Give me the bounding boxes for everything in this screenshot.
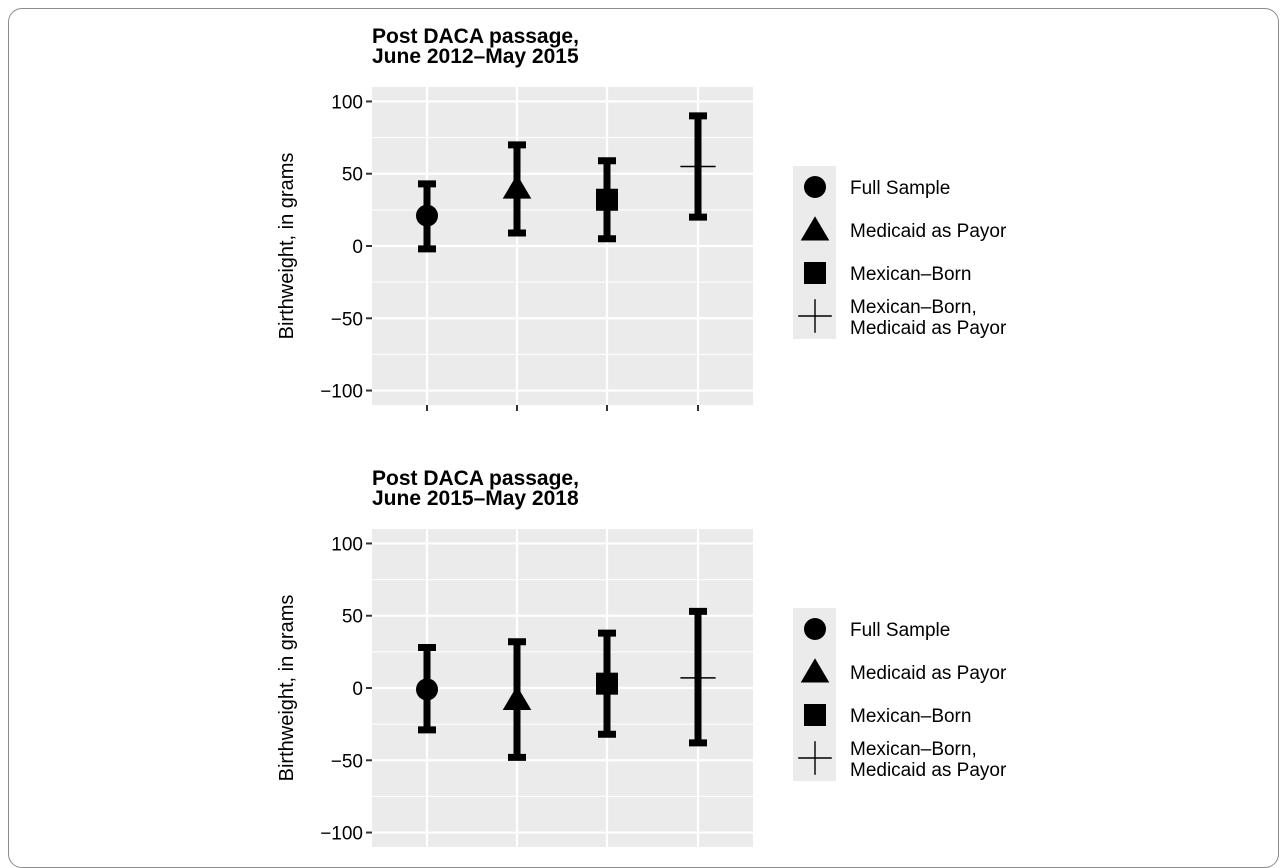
point-estimate-circle: [416, 678, 438, 701]
legend-label-4: Mexican–Born, Medicaid as Payor: [850, 739, 1007, 781]
legend-label-line: Medicaid as Payor: [850, 318, 1007, 339]
legend-key-square: [804, 704, 826, 726]
y-tick-label: 0: [352, 679, 363, 700]
y-tick-label: 100: [331, 92, 363, 113]
legend-key-square: [804, 262, 826, 284]
legend-label-line: Mexican–Born: [850, 706, 971, 727]
series-4-errorbar: [680, 112, 716, 221]
legend-label-line: Medicaid as Payor: [850, 221, 1007, 242]
series-1-errorbar: [416, 644, 438, 734]
point-estimate-square: [596, 672, 618, 695]
y-tick-label: 0: [352, 237, 363, 258]
chart-figure: Post DACA passage,June 2012–May 20151005…: [276, 25, 1007, 847]
chart-title-line-1: Post DACA passage,: [372, 467, 579, 490]
legend-label-2: Medicaid as Payor: [850, 663, 1007, 684]
y-tick-label: −100: [320, 824, 363, 845]
legend-label-line: Full Sample: [850, 620, 950, 641]
legend-key-circle: [804, 176, 826, 198]
y-tick-label: −50: [331, 751, 363, 772]
legend-label-4: Mexican–Born, Medicaid as Payor: [850, 297, 1007, 339]
legend-key-triangle: [800, 216, 830, 241]
y-tick-label: −100: [320, 382, 363, 403]
legend-label-line: Mexican–Born: [850, 264, 971, 285]
series-2-errorbar: [502, 141, 532, 237]
point-estimate-circle: [416, 204, 438, 227]
legend-key-plus: [798, 299, 832, 333]
chart-title-line-2: June 2015–May 2018: [372, 487, 579, 510]
y-axis-label: Birthweight, in grams: [276, 595, 298, 782]
legend-key-triangle: [800, 658, 830, 683]
y-axis-label: Birthweight, in grams: [276, 153, 298, 340]
legend-label-3: Mexican–Born: [850, 264, 971, 285]
legend-label-2: Medicaid as Payor: [850, 221, 1007, 242]
series-4-errorbar: [680, 607, 716, 747]
panel-1: Post DACA passage,June 2012–May 2015 100 5…: [276, 25, 1007, 411]
point-estimate-triangle: [502, 685, 532, 711]
chart-title-line-2: June 2012–May 2015: [372, 45, 579, 68]
legend-label-line: Mexican–Born,: [850, 739, 977, 760]
legend-label-line: Medicaid as Payor: [850, 663, 1007, 684]
series-1-errorbar: [416, 180, 438, 253]
y-tick-label: 50: [342, 165, 363, 186]
legend-key-plus: [798, 741, 832, 775]
panel-2: Post DACA passage,June 2015–May 2018 100 5…: [276, 467, 1007, 847]
series-2-errorbar: [502, 638, 532, 761]
chart-title-line-1: Post DACA passage,: [372, 25, 579, 48]
legend-label-3: Mexican–Born: [850, 706, 971, 727]
y-tick-label: 100: [331, 534, 363, 555]
legend-key-circle: [804, 618, 826, 640]
legend-label-line: Mexican–Born,: [850, 297, 977, 318]
legend-label-line: Full Sample: [850, 178, 950, 199]
legend-label-line: Medicaid as Payor: [850, 760, 1007, 781]
y-tick-label: −50: [331, 309, 363, 330]
point-estimate-plus: [680, 148, 716, 185]
point-estimate-triangle: [502, 174, 532, 199]
series-3-errorbar: [596, 157, 618, 243]
legend-label-1: Full Sample: [850, 178, 950, 199]
y-tick-label: 50: [342, 607, 363, 628]
point-estimate-square: [596, 188, 618, 211]
point-estimate-plus: [680, 660, 716, 696]
series-3-errorbar: [596, 629, 618, 738]
legend-label-1: Full Sample: [850, 620, 950, 641]
